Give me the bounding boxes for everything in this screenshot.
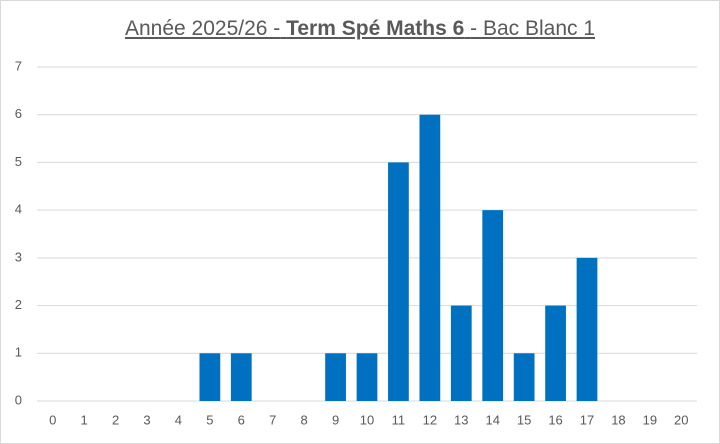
bar: [419, 114, 441, 401]
x-tick-label: 10: [360, 412, 374, 427]
x-tick-label: 5: [206, 412, 213, 427]
x-tick-label: 13: [454, 412, 468, 427]
title-part: Term Spé Maths 6: [286, 17, 465, 40]
y-tick-label: 3: [15, 249, 22, 264]
x-tick-label: 12: [423, 412, 437, 427]
bar: [482, 210, 504, 401]
bar: [388, 162, 409, 401]
y-tick-label: 7: [15, 58, 22, 73]
bar: [325, 353, 346, 401]
x-tick-label: 20: [674, 412, 688, 427]
y-tick-label: 4: [15, 202, 22, 217]
x-tick-label: 4: [175, 412, 182, 427]
bar: [356, 353, 378, 401]
x-tick-label: 7: [269, 412, 276, 427]
x-tick-label: 9: [332, 412, 339, 427]
x-tick-label: 15: [517, 412, 531, 427]
y-tick-label: 2: [15, 297, 22, 312]
bar: [230, 353, 252, 401]
bar: [513, 353, 535, 401]
x-tick-label: 6: [238, 412, 245, 427]
title-part: Année 2025/26 -: [124, 17, 281, 40]
y-tick-label: 5: [15, 154, 22, 169]
x-tick-label: 17: [580, 412, 594, 427]
x-tick-label: 16: [548, 412, 562, 427]
bar: [450, 305, 472, 401]
x-tick-label: 2: [112, 412, 119, 427]
y-tick-label: 6: [15, 106, 22, 121]
x-tick-label: 11: [392, 412, 406, 427]
x-tick-label: 8: [301, 412, 308, 427]
x-tick-label: 19: [643, 412, 657, 427]
y-tick-label: 1: [15, 345, 22, 360]
x-tick-label: 14: [485, 412, 499, 427]
bar: [576, 257, 598, 401]
chart-title: Année 2025/26 - Term Spé Maths 6 - Bac B…: [1, 17, 719, 41]
x-tick-label: 0: [49, 412, 56, 427]
x-tick-label: 3: [143, 412, 150, 427]
bar: [545, 305, 566, 401]
bar: [199, 353, 221, 401]
title-part: - Bac Blanc 1: [470, 17, 596, 40]
x-tick-label: 1: [81, 412, 88, 427]
y-tick-label: 0: [15, 392, 22, 407]
x-tick-label: 18: [611, 412, 625, 427]
